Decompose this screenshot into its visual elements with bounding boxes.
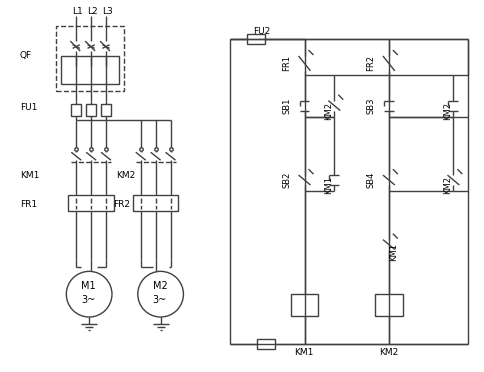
Text: 3~: 3~ <box>152 295 167 305</box>
Text: KM1: KM1 <box>20 171 39 180</box>
Bar <box>86 104 96 116</box>
Bar <box>57 26 124 91</box>
Bar <box>257 339 275 349</box>
Text: 3~: 3~ <box>81 295 95 305</box>
Text: FR2: FR2 <box>366 55 376 71</box>
Bar <box>290 294 318 316</box>
Text: FR1: FR1 <box>20 201 37 209</box>
Text: L3: L3 <box>102 7 113 16</box>
Text: KM2: KM2 <box>443 176 452 194</box>
Bar <box>101 104 111 116</box>
Text: KM1: KM1 <box>389 244 398 262</box>
Text: FR2: FR2 <box>113 201 130 209</box>
Text: KM1: KM1 <box>295 348 314 357</box>
Bar <box>68 195 114 211</box>
Text: KM2: KM2 <box>324 102 333 119</box>
Text: KM1: KM1 <box>324 176 333 194</box>
Text: KM2: KM2 <box>116 171 135 180</box>
Bar <box>247 34 265 44</box>
Bar <box>61 56 119 84</box>
Text: SB4: SB4 <box>366 172 376 188</box>
Bar <box>71 104 81 116</box>
Text: QF: QF <box>20 51 32 61</box>
Text: L1: L1 <box>72 7 83 16</box>
Text: M1: M1 <box>81 281 96 291</box>
Bar <box>375 294 403 316</box>
Text: SB1: SB1 <box>282 97 291 114</box>
Bar <box>133 195 179 211</box>
Text: FU1: FU1 <box>20 103 37 112</box>
Text: M2: M2 <box>152 281 167 291</box>
Text: FU2: FU2 <box>253 27 270 36</box>
Text: FR1: FR1 <box>282 55 291 71</box>
Text: KM2: KM2 <box>443 102 452 119</box>
Text: L2: L2 <box>87 7 98 16</box>
Text: KM2: KM2 <box>379 348 398 357</box>
Text: SB2: SB2 <box>282 172 291 188</box>
Text: SB3: SB3 <box>366 97 376 114</box>
